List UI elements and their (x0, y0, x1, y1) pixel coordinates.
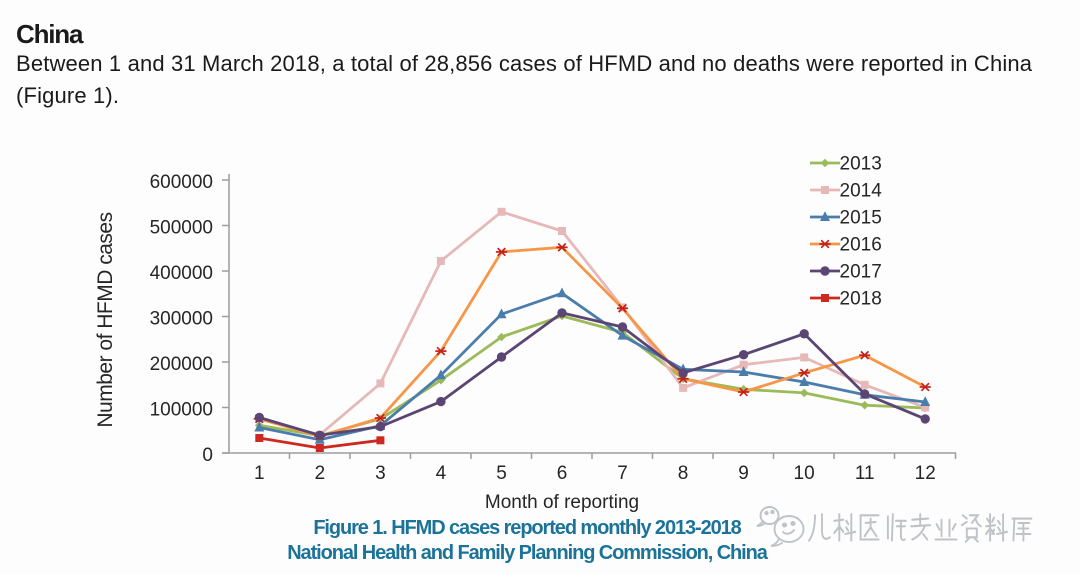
svg-text:11: 11 (855, 463, 875, 484)
svg-text:2015: 2015 (840, 208, 882, 229)
svg-text:Month of reporting: Month of reporting (485, 492, 639, 513)
svg-text:300000: 300000 (150, 309, 213, 330)
svg-text:12: 12 (915, 463, 936, 484)
svg-text:1: 1 (254, 463, 265, 484)
svg-text:400000: 400000 (150, 263, 213, 284)
svg-text:7: 7 (617, 463, 628, 484)
svg-text:6: 6 (557, 463, 568, 484)
svg-text:8: 8 (678, 463, 689, 484)
svg-text:0: 0 (202, 445, 213, 466)
svg-text:2017: 2017 (840, 262, 882, 283)
svg-text:2014: 2014 (840, 181, 883, 202)
svg-text:2: 2 (315, 463, 326, 484)
svg-text:100000: 100000 (150, 400, 213, 421)
svg-text:2018: 2018 (840, 289, 882, 310)
svg-text:500000: 500000 (150, 218, 213, 239)
svg-text:2016: 2016 (840, 235, 882, 256)
svg-text:3: 3 (375, 463, 386, 484)
svg-text:10: 10 (794, 463, 815, 484)
svg-text:4: 4 (436, 463, 447, 484)
svg-text:Number of HFMD cases: Number of HFMD cases (94, 212, 117, 427)
svg-text:600000: 600000 (150, 172, 213, 193)
svg-text:2013: 2013 (840, 154, 882, 175)
svg-text:9: 9 (738, 463, 749, 484)
svg-text:200000: 200000 (150, 354, 213, 375)
svg-text:5: 5 (496, 463, 507, 484)
